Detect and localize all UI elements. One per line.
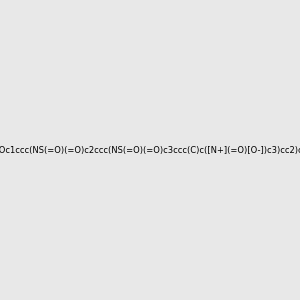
Text: CCOc1ccc(NS(=O)(=O)c2ccc(NS(=O)(=O)c3ccc(C)c([N+](=O)[O-])c3)cc2)cc1: CCOc1ccc(NS(=O)(=O)c2ccc(NS(=O)(=O)c3ccc… (0, 146, 300, 154)
